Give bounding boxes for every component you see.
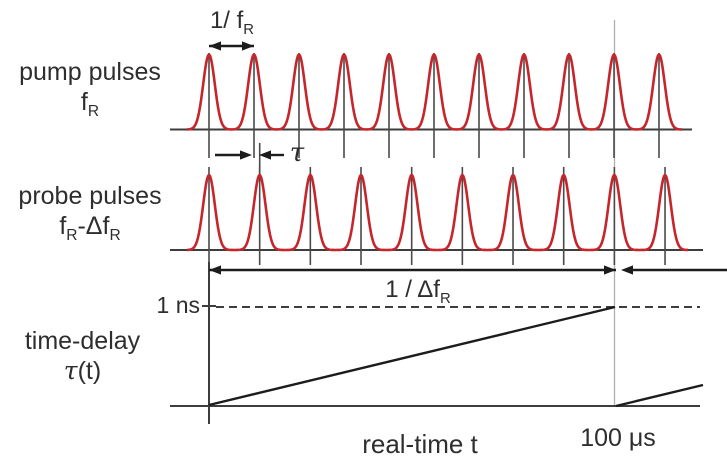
hundred-us-label: 100 μs — [580, 424, 656, 452]
one-ns-label: 1 ns — [156, 292, 200, 318]
pump-rate-formula: fR — [0, 87, 180, 127]
tau-arrow-right-head — [259, 150, 271, 160]
rep-period-arrow-head-left — [209, 41, 221, 51]
delay-ramp-1 — [208, 305, 616, 407]
time-delay-label-text: time-delay — [24, 327, 141, 355]
pump-rate-f: f — [80, 88, 88, 116]
probe-label-text: probe pulses — [18, 182, 162, 210]
pump-pulse-train — [186, 53, 683, 131]
rep-period-arrow-head-right — [242, 41, 254, 51]
delta-f-period-label: 1 / ΔfR — [348, 277, 488, 312]
delta-f-period-arrow-head-right — [604, 265, 616, 275]
tau-function-formula: τ(t) — [0, 356, 165, 386]
probe-rate-delta: -Δf — [77, 212, 110, 240]
delay-ramp-2 — [615, 383, 704, 408]
pump-label: pump pulses fR — [0, 57, 180, 127]
rep-period-main: 1/ f — [209, 7, 244, 34]
rep-period-sub: R — [243, 21, 255, 38]
time-delay-label: time-delay τ(t) — [0, 326, 165, 386]
delta-f-period-arrow-head-left — [209, 265, 221, 275]
rep-period-label: 1/ fR — [186, 6, 278, 45]
probe-rate-formula: fR-ΔfR — [0, 211, 180, 251]
probe-rate-f: f — [59, 212, 67, 240]
tau-label: τ — [289, 138, 305, 168]
delta-f-period-sub: R — [439, 290, 451, 307]
pump-rate-sub: R — [87, 103, 100, 120]
probe-rate-sub2: R — [109, 227, 121, 244]
delta-f-period-main: 1 / Δf — [385, 276, 440, 303]
probe-label: probe pulses fR-ΔfR — [0, 181, 180, 251]
real-time-axis-label: real-time t — [362, 429, 478, 459]
tau-function-paren: (t) — [77, 357, 102, 385]
next-period-arrow-head — [621, 265, 633, 275]
probe-rate-sub1: R — [66, 227, 78, 244]
tau-function-tau: τ — [63, 356, 78, 385]
pump-label-text: pump pulses — [19, 58, 161, 86]
tau-arrow-left-head — [240, 150, 252, 160]
probe-pulse-train — [186, 173, 689, 252]
